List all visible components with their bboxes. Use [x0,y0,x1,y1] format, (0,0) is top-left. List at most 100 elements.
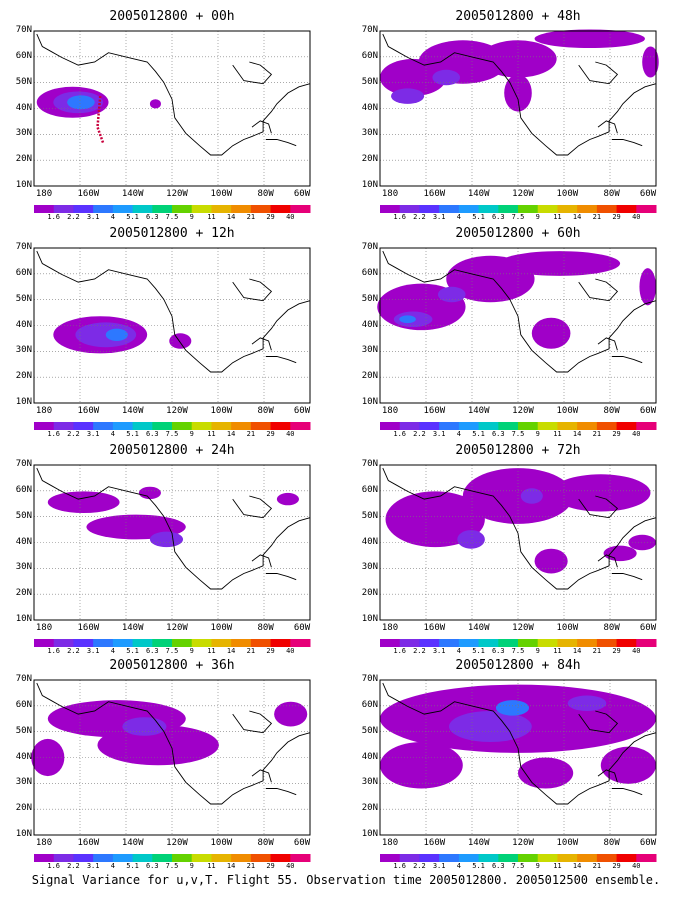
colorbar-label: 40 [286,647,295,655]
colorbar-segment [537,639,558,647]
colorbar-label: 14 [572,430,582,438]
coastline [611,356,643,364]
lat-tick-label: 40N [361,536,378,547]
colorbar-label: 2.2 [67,647,80,655]
coastline [265,356,297,364]
lon-tick-label: 60W [293,838,311,848]
colorbar-segment [399,854,420,862]
colorbar-segment [399,205,420,213]
coastline [251,337,272,351]
variance-contour [531,317,571,349]
lat-tick-label: 40N [15,319,32,330]
colorbar-segment [152,639,173,647]
variance-contour [138,486,161,500]
lon-tick-label: 180 [35,838,53,848]
lon-tick-label: 60W [639,189,657,199]
colorbar-label: 6.3 [145,647,159,655]
lat-tick-label: 20N [15,803,32,814]
colorbar-segment [172,639,193,647]
colorbar-label: 21 [592,647,602,655]
colorbar-label: 21 [246,647,256,655]
lon-tick-label: 160W [77,406,100,416]
colorbar-label: 4 [110,647,115,655]
lon-tick-label: 100W [210,838,233,848]
colorbar-segment [498,205,519,213]
colorbar-segment [616,854,637,862]
colorbar-segment [290,205,311,213]
colorbar-segment [577,205,598,213]
colorbar-label: 7.5 [165,862,179,870]
colorbar-segment [458,639,480,647]
colorbar-label: 1.6 [393,430,407,438]
colorbar-label: 11 [553,213,562,221]
lat-tick-label: 20N [361,588,378,599]
colorbar-label: 6.3 [491,862,505,870]
colorbar-segment [557,205,578,213]
colorbar-label: 11 [207,430,216,438]
colorbar-label: 29 [612,647,621,655]
map-panel: 2005012800 + 60h 70N 60N 50N 40N 30N 20N 10N 180… [362,225,668,438]
lon-tick-label: 160W [77,623,100,633]
colorbar-segment [93,639,114,647]
lon-tick-label: 120W [512,623,534,633]
lon-tick-label: 100W [556,623,579,633]
colorbar-segment [616,205,637,213]
colorbar-segment [132,854,153,862]
colorbar-segment [211,422,232,430]
variance-contour [437,286,466,303]
colorbar-label: 1.6 [47,862,61,870]
lat-tick-label: 20N [15,154,32,165]
colorbar-label: 14 [226,430,236,438]
colorbar-label: 6.3 [145,213,159,221]
lat-tick-label: 60N [361,699,378,710]
lon-tick-label: 180 [381,838,399,848]
colorbar-label: 6.3 [491,647,505,655]
lat-tick-label: 10N [15,397,32,407]
coastline [382,682,657,805]
variance-contour [495,700,530,716]
lon-tick-label: 140W [467,623,490,633]
coastline [382,250,657,373]
lat-tick-label: 30N [361,128,378,139]
colorbar-segment [419,205,440,213]
colorbar-label: 3.1 [86,647,100,655]
lat-tick-label: 30N [361,777,378,788]
colorbar-label: 29 [612,862,621,870]
colorbar-label: 21 [246,213,256,221]
colorbar-label: 40 [632,647,641,655]
colorbar-label: 2.2 [413,647,426,655]
colorbar-label: 1.6 [393,862,407,870]
colorbar-segment [380,639,401,647]
lat-tick-label: 30N [15,562,32,573]
colorbar-label: 11 [553,862,562,870]
colorbar-segment [250,205,272,213]
lon-tick-label: 120W [166,189,188,199]
variance-contour [75,322,137,348]
panel-title: 2005012800 + 84h [455,658,581,673]
colorbar-label: 3.1 [432,213,446,221]
colorbar-label: 14 [572,213,582,221]
colorbar-label: 2.2 [413,213,426,221]
colorbar-label: 4 [110,213,115,221]
colorbar-segment [34,854,55,862]
lat-tick-label: 70N [361,242,378,252]
colorbar-segment [112,422,134,430]
colorbar-label: 7.5 [511,647,525,655]
colorbar-label: 4 [110,862,115,870]
colorbar-segment [380,422,401,430]
flight-track [96,95,105,144]
colorbar-segment [250,422,272,430]
lon-tick-label: 180 [381,406,399,416]
lon-tick-label: 100W [556,838,579,848]
lon-tick-label: 60W [639,623,657,633]
colorbar-segment [93,854,114,862]
lon-tick-label: 100W [556,189,579,199]
colorbar-segment [211,639,232,647]
colorbar-segment [537,205,558,213]
colorbar-segment [616,639,637,647]
lat-tick-label: 20N [361,803,378,814]
variance-map [33,247,311,430]
coastline [251,554,272,568]
colorbar-segment [596,422,618,430]
colorbar-segment [231,205,252,213]
